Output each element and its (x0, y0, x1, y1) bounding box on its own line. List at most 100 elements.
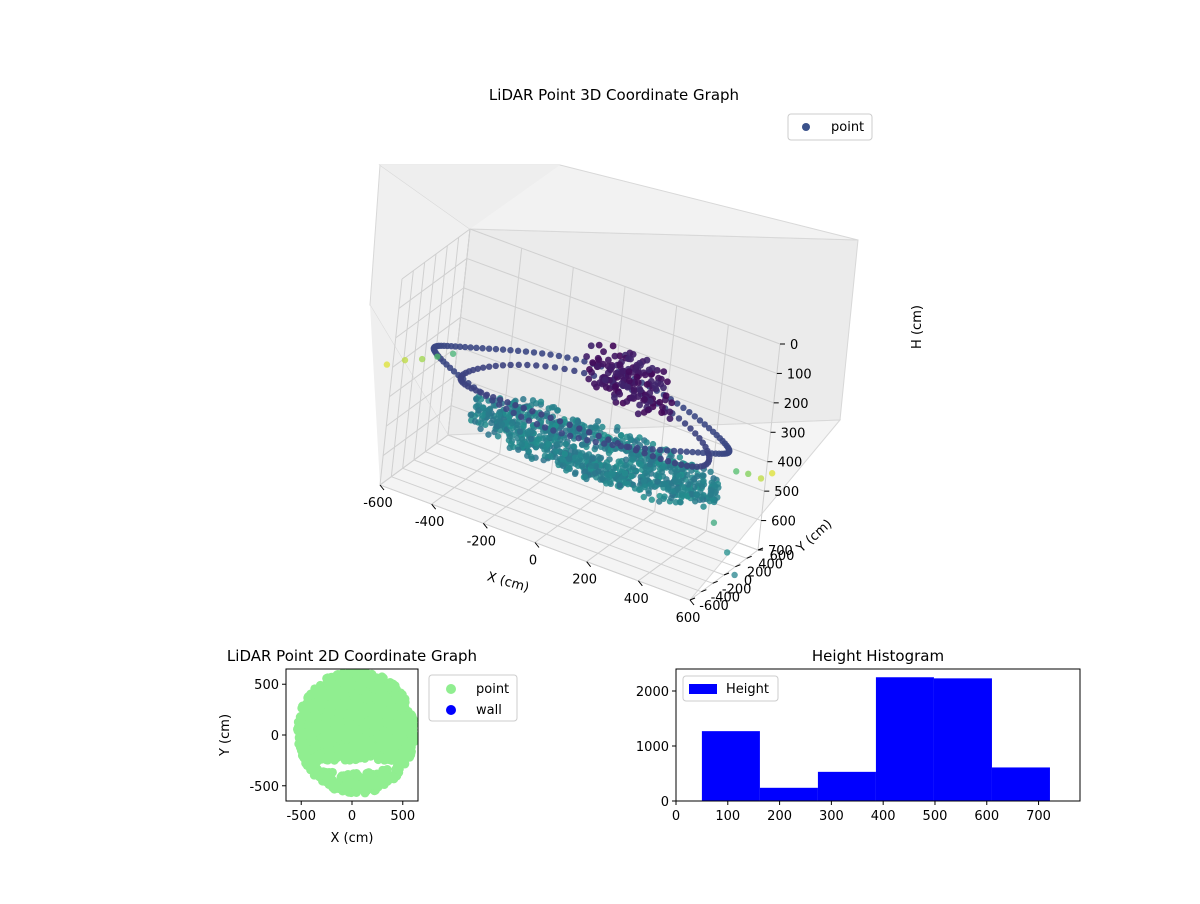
x-tick-labels-3d: -600 -400 -200 0 200 400 600 (363, 484, 700, 626)
data-point-3d (686, 408, 693, 416)
data-point-3d (616, 482, 623, 489)
data-point-2d (367, 669, 377, 679)
data-point-3d (604, 356, 612, 364)
data-point-3d (603, 480, 610, 487)
data-point-2d (372, 722, 382, 732)
data-point-2d (335, 677, 345, 687)
data-point-2d (301, 728, 311, 738)
data-point-2d (326, 690, 336, 700)
data-point-3d (656, 398, 664, 406)
histogram-bar (701, 731, 760, 801)
data-point-3d (634, 379, 642, 386)
data-point-2d (372, 782, 382, 792)
data-point-3d (479, 412, 486, 419)
data-point-3d (605, 463, 612, 470)
data-point-3d (485, 431, 492, 438)
data-point-3d (649, 440, 657, 448)
data-point-2d (306, 765, 316, 775)
data-point-3d (683, 462, 691, 470)
data-point-3d (507, 346, 514, 354)
data-point-3d (700, 477, 707, 485)
data-point-3d (571, 470, 579, 478)
histogram-bar (875, 677, 934, 801)
data-point-2d (334, 708, 344, 718)
data-point-3d-outlier (757, 475, 765, 482)
data-point-3d (654, 478, 661, 485)
data-point-3d (552, 448, 560, 455)
legend-hist-box (682, 675, 779, 702)
chart-2d-title: LiDAR Point 2D Coordinate Graph (227, 647, 477, 665)
x-tick-label-hist: 500 (923, 809, 948, 824)
data-point-3d (644, 406, 652, 414)
data-point-3d (624, 383, 631, 391)
data-point-2d (406, 750, 416, 760)
y-tick-mark-3d (746, 555, 752, 559)
data-point-3d (674, 400, 681, 407)
y-tick-label-hist: 1000 (636, 740, 669, 755)
data-point-2d (348, 699, 358, 709)
data-point-3d (626, 377, 633, 385)
data-point-3d (601, 376, 609, 384)
data-point-3d (541, 424, 549, 431)
data-point-3d (494, 433, 502, 440)
data-point-3d (618, 380, 625, 388)
data-point-3d (707, 468, 714, 476)
data-point-3d (530, 349, 538, 356)
data-point-3d (527, 435, 535, 442)
data-point-3d (479, 345, 486, 352)
data-point-2d (307, 690, 317, 700)
y-tick-label-3d: -200 (722, 582, 752, 597)
data-point-3d (589, 359, 597, 367)
data-point-3d (538, 350, 546, 357)
data-point-3d (632, 446, 640, 454)
y-tick-label-hist: 2000 (636, 685, 669, 700)
x-tick-label-hist: 300 (819, 809, 844, 824)
data-point-3d (556, 418, 564, 425)
data-point-3d (633, 373, 641, 381)
x-tick-label-3d: -400 (415, 515, 445, 530)
data-point-2d (326, 707, 336, 717)
data-point-3d (621, 470, 629, 477)
data-point-2d (380, 717, 390, 727)
legend-2d: point wall (428, 674, 518, 722)
data-point-3d (624, 355, 632, 363)
y-tick-mark-3d (735, 564, 741, 568)
data-point-2d (401, 737, 411, 747)
data-point-3d (689, 448, 696, 456)
data-point-2d (326, 683, 336, 693)
data-point-3d (479, 364, 487, 371)
data-point-3d (721, 450, 728, 457)
data-point-2d (342, 723, 352, 733)
data-point-2d (389, 734, 399, 744)
data-point-3d (547, 351, 554, 358)
plot-3d: LiDAR Point 3D Coordinate Graph -600-400… (363, 86, 925, 626)
data-point-3d (485, 410, 493, 417)
data-point-3d (636, 386, 644, 394)
data-point-3d (623, 443, 631, 450)
data-point-2d (355, 716, 365, 726)
data-point-3d (571, 454, 579, 461)
data-point-3d (479, 404, 487, 411)
data-point-3d (520, 404, 527, 412)
data-point-2d (395, 714, 405, 724)
data-point-2d (326, 738, 336, 748)
y-tick-label-2d: 0 (271, 729, 279, 744)
data-point-2d (312, 697, 322, 707)
x-tick-label-3d: 400 (624, 592, 649, 607)
data-point-3d (592, 443, 600, 450)
data-point-3d (558, 430, 565, 437)
data-point-3d (700, 503, 707, 510)
legend-hist-swatch (689, 684, 717, 694)
data-point-3d (664, 378, 671, 386)
legend-3d-box (787, 113, 873, 141)
data-point-2d (394, 721, 404, 731)
y-tick-labels-hist: 0 1000 2000 (636, 685, 676, 810)
data-point-3d (652, 472, 660, 479)
data-point-3d (641, 371, 649, 379)
x-tick-label-3d: -200 (467, 534, 497, 549)
data-point-3d (499, 362, 507, 369)
legend-3d-label: point (831, 120, 864, 135)
data-point-3d (694, 449, 702, 456)
x-tick-label-hist: 0 (672, 809, 680, 824)
data-point-3d (550, 427, 557, 434)
